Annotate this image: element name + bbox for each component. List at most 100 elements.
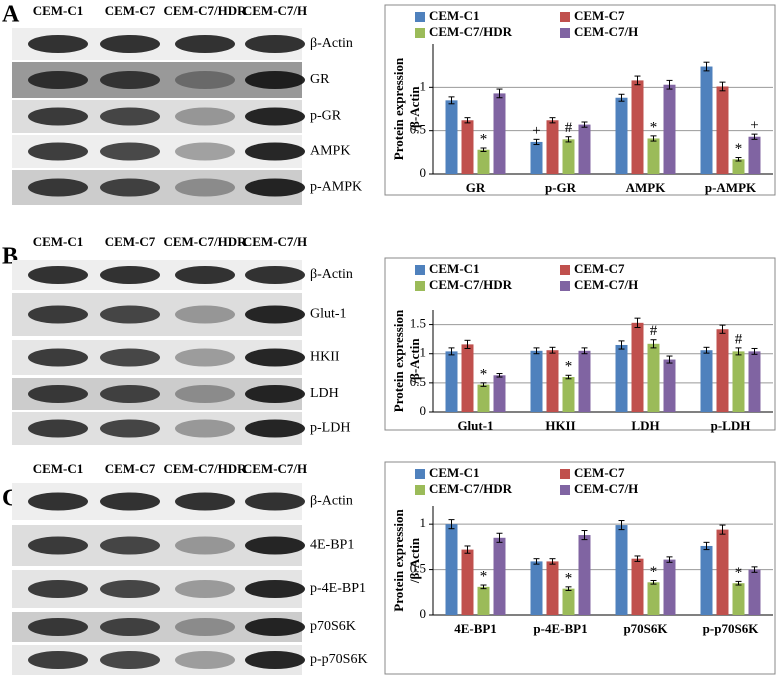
blot-band [100, 651, 160, 669]
annotation: * [735, 141, 743, 157]
error-bar [703, 541, 710, 551]
legend-swatch [415, 469, 425, 479]
blot-band [245, 618, 305, 636]
blot-band [100, 142, 160, 161]
blot-band [175, 178, 235, 197]
bar [647, 138, 660, 174]
annotation: * [650, 119, 658, 135]
error-bar [480, 147, 487, 152]
protein-label: p-LDH [310, 421, 350, 436]
lane-label: CEM-C7 [105, 3, 156, 18]
error-bar [496, 373, 503, 378]
error-bar [581, 121, 588, 128]
blot-band [100, 618, 160, 636]
error-bar [448, 96, 455, 105]
legend-swatch [560, 28, 570, 38]
lane-label: CEM-C7/HDR [163, 234, 247, 249]
bar [578, 535, 591, 615]
error-bar [719, 324, 726, 334]
protein-label: β-Actin [310, 494, 353, 509]
annotation: * [565, 359, 573, 375]
bar [546, 561, 559, 615]
bar [546, 120, 559, 174]
x-tick-label: p-GR [545, 180, 577, 195]
bar [562, 377, 575, 412]
y-tick-label: 0 [420, 165, 427, 180]
blot-band [245, 651, 305, 669]
bar [748, 351, 761, 412]
error-bar [549, 117, 556, 124]
annotation: * [650, 564, 658, 580]
blot-band [245, 305, 305, 324]
y-tick-label: 0 [420, 403, 427, 418]
lane-label: CEM-C7 [105, 461, 156, 476]
blot-band [245, 385, 305, 403]
error-bar [634, 317, 641, 328]
bar [700, 545, 713, 615]
error-bar [464, 339, 471, 349]
bar [493, 93, 506, 174]
legend-swatch [415, 281, 425, 291]
y-axis-label: Protein expression [391, 309, 406, 412]
blot-band [175, 385, 235, 403]
blot-band [100, 178, 160, 197]
blot-band [245, 580, 305, 598]
legend-label: CEM-C7/H [574, 24, 638, 39]
bar [477, 586, 490, 615]
legend-label: CEM-C7 [574, 465, 625, 480]
blot-band [100, 348, 160, 367]
y-tick-label: 0.5 [410, 561, 426, 576]
legend-label: CEM-C7 [574, 8, 625, 23]
error-bar [618, 93, 625, 102]
blot-band [100, 536, 160, 555]
bar [631, 322, 644, 412]
blot-band [28, 618, 88, 636]
error-bar [565, 586, 572, 591]
blot-band [28, 266, 88, 284]
bar [461, 120, 474, 174]
annotation: # [735, 331, 743, 347]
blot-band [100, 492, 160, 511]
lane-label: CEM-C7/H [243, 234, 307, 249]
error-bar [581, 530, 588, 541]
bar [663, 84, 676, 174]
error-bar [533, 138, 540, 146]
y-tick-label: 1 [420, 515, 427, 530]
protein-label: p70S6K [310, 619, 356, 634]
error-bar [735, 347, 742, 356]
protein-label: HKII [310, 350, 340, 365]
bar [562, 139, 575, 174]
y-tick-label: 0.5 [410, 122, 426, 137]
error-bar [618, 520, 625, 531]
x-tick-label: p-4E-BP1 [533, 621, 587, 636]
error-bar [703, 61, 710, 72]
legend-label: CEM-C7/HDR [429, 24, 513, 39]
bar [578, 124, 591, 174]
blot-band [100, 419, 160, 438]
bar [748, 569, 761, 615]
lane-label: CEM-C7/HDR [163, 3, 247, 18]
protein-label: p-GR [310, 109, 342, 124]
error-bar [448, 347, 455, 356]
error-bar [618, 340, 625, 350]
annotation: * [565, 570, 573, 586]
error-bar [464, 117, 471, 124]
error-bar [634, 75, 641, 86]
error-bar [480, 584, 487, 590]
error-bar [634, 555, 641, 562]
bar [663, 559, 676, 615]
bar [700, 350, 713, 412]
legend-label: CEM-C1 [429, 8, 480, 23]
lane-label: CEM-C1 [33, 234, 84, 249]
legend-label: CEM-C7/H [574, 481, 638, 496]
x-tick-label: HKII [545, 418, 575, 433]
blot-band [100, 385, 160, 403]
blot-band [28, 651, 88, 669]
bar [631, 558, 644, 615]
bar [477, 384, 490, 412]
bar [461, 549, 474, 615]
blot-band [100, 266, 160, 284]
y-tick-label: 1.5 [410, 316, 426, 331]
legend-swatch [415, 485, 425, 495]
